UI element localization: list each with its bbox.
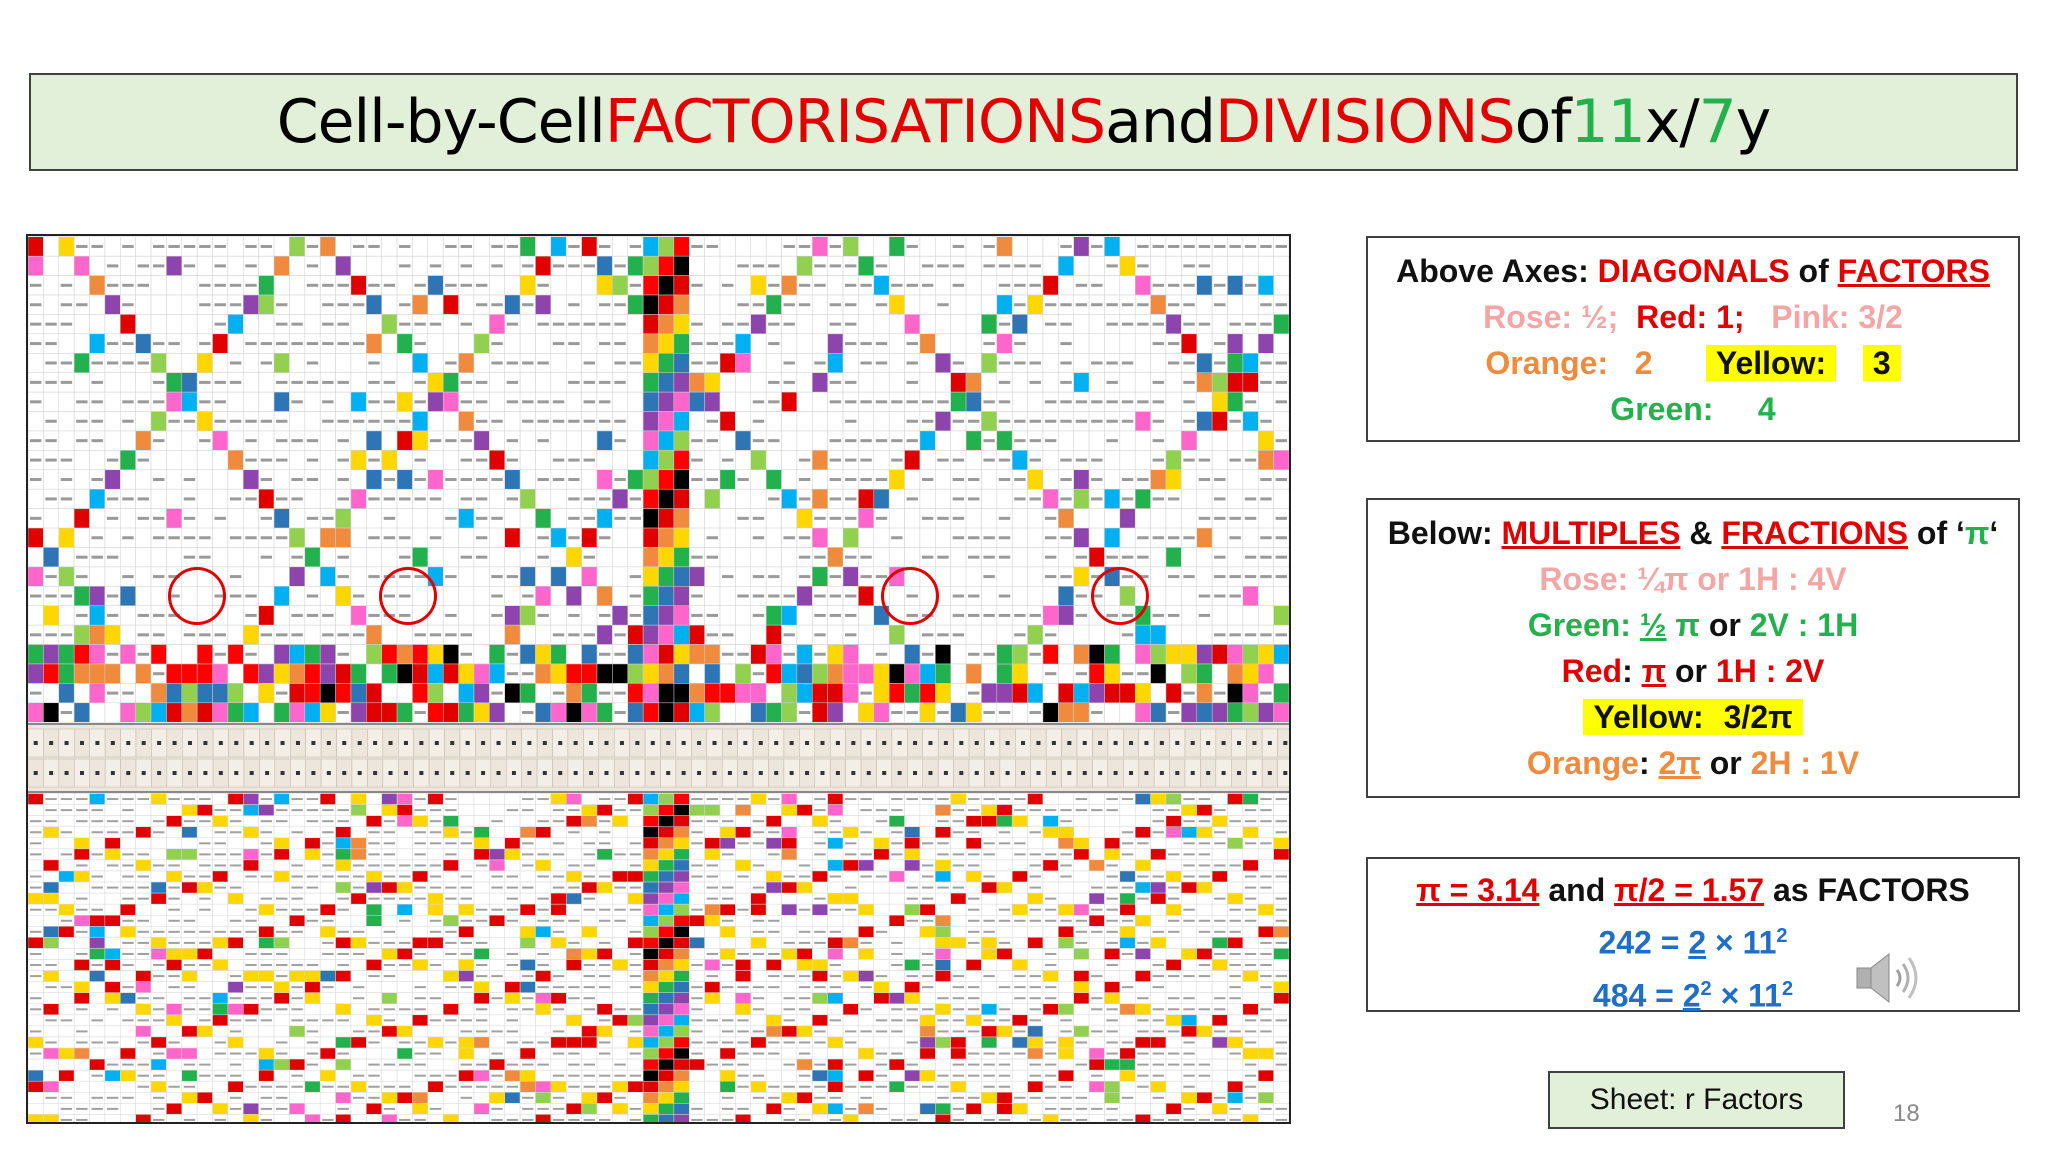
title-part-8: 7 (1698, 87, 1737, 157)
heading-pi: π (1964, 515, 1990, 551)
red-ratio: 1H : 2V (1715, 653, 1825, 689)
heading-factors: FACTORS (1837, 253, 1990, 289)
orange-two-pi: 2π (1658, 745, 1701, 781)
heading-amp: & (1680, 515, 1722, 551)
green-or: or (1699, 607, 1750, 643)
slide-title: Cell-by-Cell FACTORISATIONS and DIVISION… (29, 73, 2018, 171)
eq2-two-exponent: 2 (1700, 977, 1712, 1000)
red-or: or (1666, 653, 1716, 689)
eq2-exponent: 2 (1781, 977, 1794, 1000)
legend-red: Red: 1; (1636, 299, 1745, 335)
title-part-2: FACTORISATIONS (604, 87, 1106, 157)
eq1-exponent: 2 (1776, 925, 1788, 947)
heading-fractions: FRACTIONS (1721, 515, 1908, 551)
legend-red-pi: Red: π or 1H : 2V (1368, 648, 2018, 694)
red-pi: π (1641, 653, 1667, 689)
pi-factors-box: π = 3.14 and π/2 = 1.57 as FACTORS 242 =… (1366, 857, 2020, 1013)
title-part-9: y (1735, 87, 1772, 157)
heading-of-quote: of ‘ (1908, 515, 1965, 551)
legend-rose-quarter-pi: Rose: ¼π or 1H : 4V (1539, 561, 1847, 597)
title-part-5: of (1514, 87, 1572, 157)
orange-colon: : (1638, 745, 1659, 781)
orange-label: Orange (1526, 745, 1639, 781)
legend-pink: Pink: 3/2 (1771, 299, 1903, 335)
title-part-4: DIVISIONS (1215, 87, 1516, 157)
highlight-circle-2 (379, 567, 437, 625)
legend-green: Green: 4 (1610, 391, 1776, 427)
eq2-eleven: × 11 (1711, 977, 1782, 1014)
page-number: 18 (1893, 1100, 1920, 1127)
legend-orange-two-pi: Orange: 2π or 2H : 1V (1368, 740, 2018, 786)
highlight-circle-4 (1091, 567, 1149, 625)
equation-242: 242 = 2 × 112 (1368, 913, 2018, 966)
spreadsheet-image (26, 234, 1291, 1124)
eq2-lhs: 484 = (1592, 977, 1683, 1014)
orange-ratio: 2H : 1V (1750, 745, 1860, 781)
sheet-name-label: Sheet: r Factors (1548, 1071, 1845, 1129)
highlight-circle-3 (881, 567, 939, 625)
title-part-1: Cell-by-Cell (276, 87, 606, 157)
heading-close-quote: ‘ (1989, 515, 1999, 551)
green-label: Green: (1527, 607, 1640, 643)
orange-or: or (1700, 745, 1751, 781)
multiples-heading: Below: MULTIPLES & FRACTIONS of ‘π‘ (1368, 510, 2018, 556)
red-label: Red (1561, 653, 1623, 689)
heading-multiples: MULTIPLES (1501, 515, 1681, 551)
title-part-3: and (1105, 87, 1216, 157)
eq1-eleven: × 11 (1706, 924, 1777, 961)
spreadsheet-radius-band (28, 723, 1289, 793)
yellow-label: Yellow: (1583, 699, 1714, 735)
spreadsheet-lower-grid (28, 793, 1289, 1122)
legend-orange: Orange: 2 (1485, 345, 1653, 381)
eq1-two: 2 (1688, 924, 1707, 961)
legend-yellow: Yellow: (1705, 345, 1837, 381)
green-ratio: 2V : 1H (1749, 607, 1859, 643)
legend-green-half-pi: Green: ½ π or 2V : 1H (1368, 602, 2018, 648)
legend-rose: Rose: ½; (1483, 299, 1619, 335)
green-half: ½ (1639, 607, 1667, 643)
eq1-lhs: 242 = (1598, 924, 1689, 961)
pi-factors-heading: π = 3.14 and π/2 = 1.57 as FACTORS (1368, 867, 2018, 913)
equation-484: 484 = 22 × 112 (1368, 966, 2018, 1019)
diagonals-legend-box: Above Axes: DIAGONALS of FACTORS Rose: ½… (1366, 236, 2020, 442)
green-pi: π (1666, 607, 1700, 643)
half-pi-value: π/2 = 1.57 (1614, 872, 1765, 908)
legend-line-orange-yellow: Orange: 2 Yellow: 3 (1368, 340, 2018, 386)
eq2-two: 2 (1682, 977, 1701, 1014)
yellow-value: 3/2π (1713, 699, 1803, 735)
title-part-6: 11 (1570, 87, 1645, 157)
pi-and: and (1539, 872, 1615, 908)
pi-value: π = 3.14 (1416, 872, 1540, 908)
title-part-7: x/ (1644, 87, 1700, 157)
radius-band-graphic (28, 728, 1289, 788)
heading-diagonals: DIAGONALS (1597, 253, 1790, 289)
speaker-icon[interactable] (1853, 948, 1923, 1008)
heading-below: Below: (1387, 515, 1502, 551)
red-colon: : (1622, 653, 1642, 689)
legend-yellow-value: 3 (1862, 345, 1901, 381)
legend-yellow-three-halves-pi: Yellow: 3/2π (1368, 694, 2018, 740)
highlight-circle-1 (168, 567, 226, 625)
pi-as-factors: as FACTORS (1764, 872, 1970, 908)
spreadsheet-upper-grid (28, 236, 1289, 723)
legend-line-rose-red-pink: Rose: ½; Red: 1; Pink: 3/2 (1368, 294, 2018, 340)
heading-text: Above Axes: (1396, 253, 1598, 289)
heading-of: of (1789, 253, 1838, 289)
diagonals-heading: Above Axes: DIAGONALS of FACTORS (1368, 248, 2018, 294)
multiples-legend-box: Below: MULTIPLES & FRACTIONS of ‘π‘ Rose… (1366, 498, 2020, 798)
